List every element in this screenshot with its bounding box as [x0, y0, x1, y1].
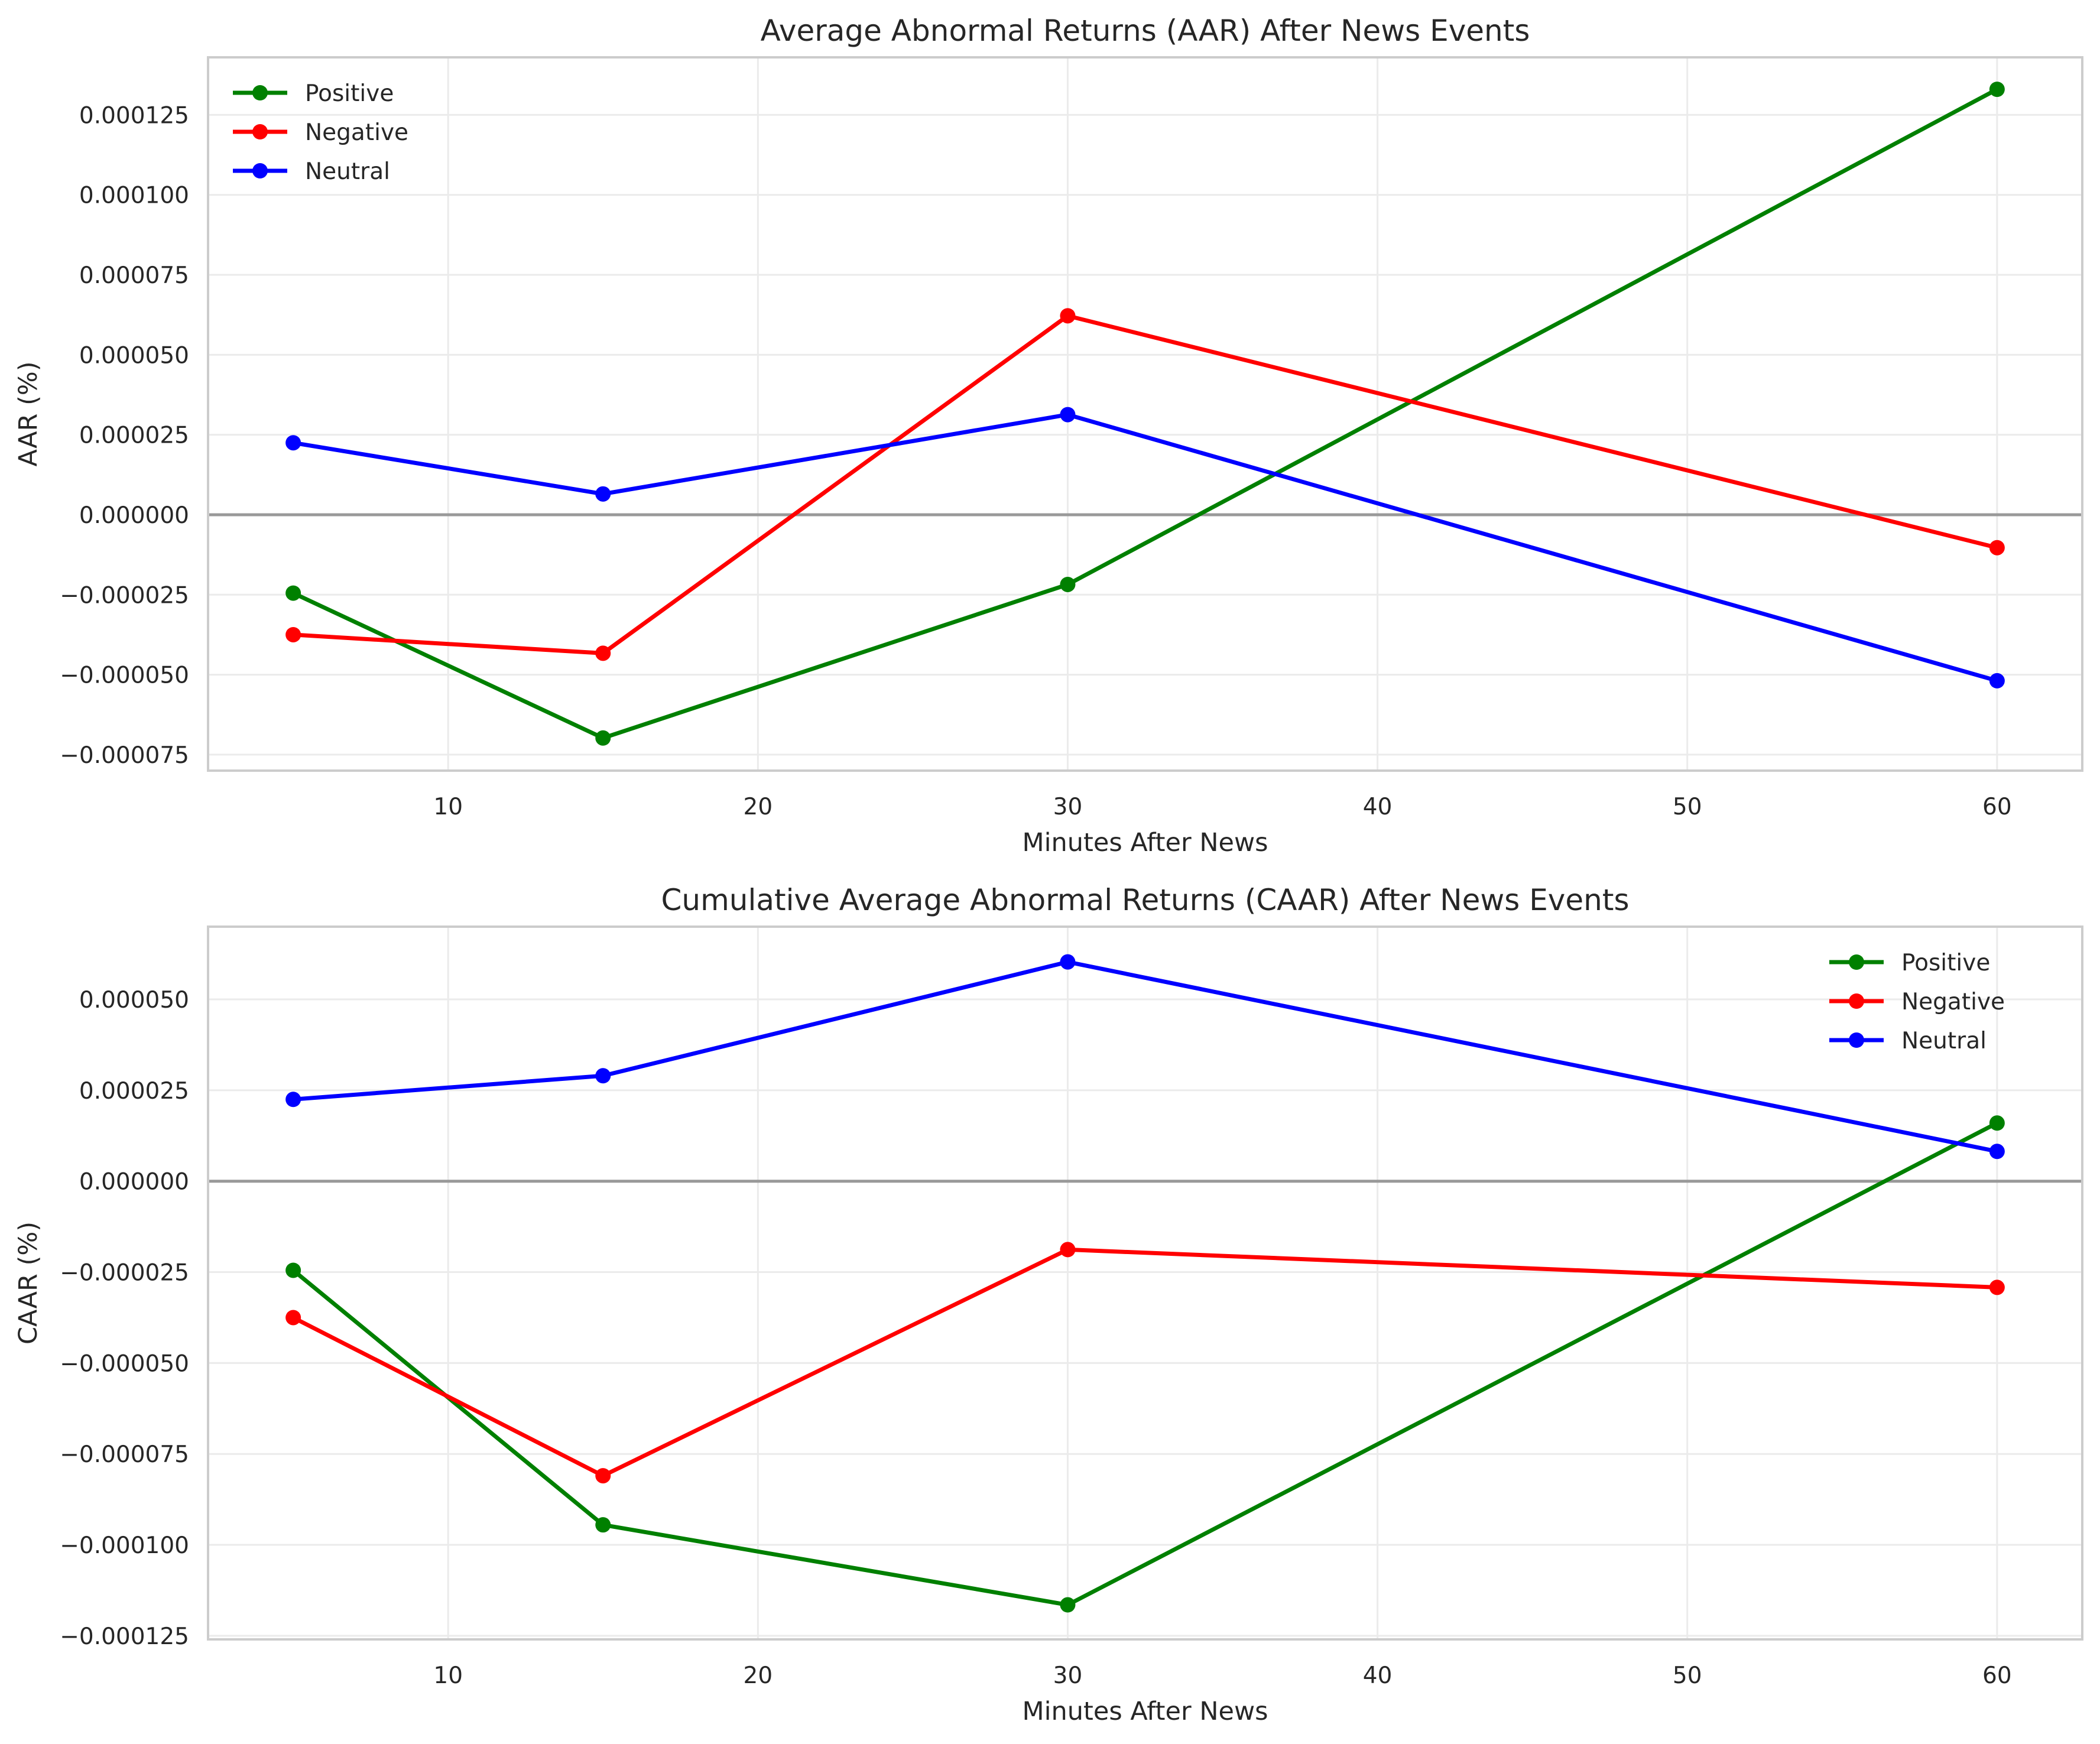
legend-label-neutral: Neutral: [1901, 1028, 1987, 1054]
data-point-positive: [285, 585, 301, 601]
y-tick-label: −0.000125: [60, 1623, 189, 1650]
chart-panel-2: 10 20 30 40 50 60 −0.000125 −0.000100 −0.000075 −…: [14, 883, 2083, 1726]
series-line-negative: [293, 313, 1998, 655]
y-tick-label: −0.000025: [60, 1260, 189, 1287]
y-axis-label: AAR (%): [14, 362, 43, 467]
x-tick-label: 40: [1363, 794, 1393, 820]
y-tick-label: 0.000025: [79, 423, 189, 449]
data-point-neutral: [285, 1092, 301, 1108]
legend-label-positive: Positive: [1901, 950, 1990, 976]
data-point-positive: [595, 1517, 611, 1533]
y-tick-label: 0.000025: [79, 1078, 189, 1105]
y-axis-label: CAAR (%): [14, 1222, 43, 1344]
x-tick-label: 50: [1673, 794, 1702, 820]
x-tick-label: 50: [1673, 1662, 1702, 1689]
chart-panel-1: 10 20 30 40 50 60 −0.000075 −0.000050 −0.000025 0…: [14, 14, 2083, 858]
y-tick-label: −0.000075: [60, 742, 189, 769]
x-axis-label: Minutes After News: [1022, 1697, 1268, 1726]
legend-label-neutral: Neutral: [305, 158, 390, 185]
chart-title: Average Abnormal Returns (AAR) After New…: [761, 14, 1530, 48]
data-point-positive: [1060, 1597, 1076, 1613]
series-line-positive: [292, 87, 1998, 741]
legend-marker-negative: [252, 124, 268, 139]
y-tick-label: −0.000050: [60, 1350, 189, 1377]
data-point-negative: [1989, 540, 2005, 556]
x-tick-label: 10: [433, 794, 463, 820]
x-tick-label: 10: [433, 1662, 463, 1689]
data-point-neutral: [1060, 407, 1076, 423]
legend-marker-neutral: [252, 163, 268, 178]
y-tick-label: 0.000075: [79, 262, 189, 289]
data-point-positive: [1060, 576, 1076, 592]
x-axis-label: Minutes After News: [1022, 828, 1268, 858]
x-tick-label: 20: [744, 1662, 773, 1689]
x-tick-label: 60: [1982, 1662, 2012, 1689]
data-point-neutral: [1989, 673, 2005, 688]
y-tick-label: −0.000100: [60, 1532, 189, 1559]
legend-marker-negative: [1849, 993, 1864, 1009]
data-point-negative: [285, 1310, 301, 1326]
y-tick-label: −0.000050: [60, 662, 189, 689]
data-point-neutral: [595, 486, 611, 502]
data-point-negative: [285, 626, 301, 642]
x-tick-label: 40: [1363, 1662, 1393, 1689]
legend-label-negative: Negative: [305, 119, 408, 146]
y-tick-label: 0.000000: [79, 1169, 189, 1196]
legend-label-positive: Positive: [305, 80, 394, 107]
legend: Positive Negative Neutral: [233, 80, 408, 185]
legend-marker-positive: [1849, 954, 1864, 970]
chart-title: Cumulative Average Abnormal Returns (CAA…: [661, 883, 1630, 917]
legend-marker-positive: [252, 85, 268, 100]
data-point-neutral: [1060, 954, 1076, 970]
legend-marker-neutral: [1849, 1032, 1864, 1048]
y-tick-label: 0.000050: [79, 342, 189, 369]
data-point-negative: [1060, 1242, 1076, 1258]
data-point-positive: [1989, 1115, 2005, 1131]
y-tick-label: 0.000050: [79, 987, 189, 1014]
y-tick-label: −0.000025: [60, 582, 189, 609]
plot-frame: [207, 56, 2083, 772]
series-line-neutral: [293, 413, 1998, 683]
y-tick-label: −0.000075: [60, 1441, 189, 1468]
data-point-neutral: [1989, 1144, 2005, 1160]
data-point-negative: [1989, 1279, 2005, 1295]
y-tick-label: 0.000100: [79, 183, 189, 209]
plot-frame: [207, 925, 2083, 1641]
x-tick-label: 30: [1053, 794, 1083, 820]
series-line-neutral: [293, 960, 1998, 1154]
x-tick-label: 30: [1053, 1662, 1083, 1689]
series-line-negative: [292, 1247, 1998, 1478]
legend-label-negative: Negative: [1901, 989, 2005, 1015]
y-tick-label: 0.000000: [79, 502, 189, 529]
x-tick-label: 60: [1982, 794, 2012, 820]
data-point-neutral: [285, 435, 301, 451]
data-point-positive: [285, 1262, 301, 1278]
data-point-negative: [595, 645, 611, 661]
data-point-negative: [595, 1468, 611, 1484]
data-point-positive: [1989, 82, 2005, 98]
y-tick-label: 0.000125: [79, 102, 189, 129]
data-point-neutral: [595, 1068, 611, 1084]
series-line-positive: [291, 1121, 1998, 1607]
legend: Positive Negative Neutral: [1829, 950, 2005, 1054]
x-tick-label: 20: [744, 794, 773, 820]
data-point-negative: [1060, 308, 1076, 324]
data-point-positive: [595, 730, 611, 746]
